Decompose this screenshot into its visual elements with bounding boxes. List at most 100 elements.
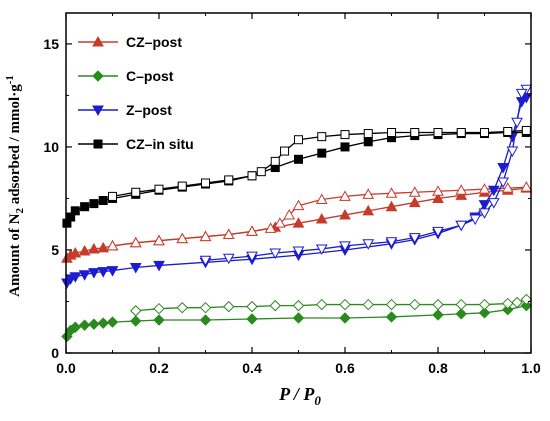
data-point-desorption (506, 146, 519, 158)
data-point-desorption (511, 117, 523, 129)
data-point-desorption (315, 193, 328, 204)
data-point-desorption (292, 299, 305, 312)
data-point-desorption (515, 88, 528, 100)
data-point-desorption (433, 128, 443, 138)
data-point-desorption (520, 181, 533, 192)
legend-label: CZ–post (126, 34, 182, 50)
data-point-adsorption (106, 316, 119, 328)
data-point-desorption (432, 226, 444, 238)
data-point-desorption (222, 228, 235, 240)
data-point-adsorption (106, 266, 119, 277)
data-point-desorption (246, 225, 258, 236)
data-point-adsorption (315, 213, 328, 224)
data-point-desorption (246, 251, 258, 263)
data-point-adsorption (497, 163, 509, 174)
data-point-adsorption (432, 309, 444, 321)
data-point-desorption (455, 298, 467, 311)
data-point-adsorption (89, 199, 99, 209)
data-point-adsorption (80, 202, 90, 212)
data-point-desorption (247, 171, 257, 181)
legend-marker (92, 70, 104, 82)
data-point-desorption (520, 293, 533, 306)
data-point-desorption (294, 135, 303, 145)
data-point-adsorption (97, 317, 109, 329)
data-point-adsorption (294, 154, 303, 164)
data-point-desorption (480, 128, 489, 138)
series-line-desorption (205, 88, 527, 261)
y-tick-label: 0 (51, 345, 59, 361)
data-point-adsorption (520, 299, 533, 312)
data-point-desorption (199, 255, 212, 267)
data-point-desorption (362, 188, 375, 199)
series-0 (61, 181, 533, 263)
data-point-adsorption (88, 318, 100, 330)
data-point-adsorption (78, 270, 91, 281)
data-point-desorption (256, 167, 266, 177)
data-point-desorption (503, 126, 513, 136)
data-point-desorption (455, 220, 468, 232)
data-point-desorption (270, 156, 280, 166)
data-point-adsorption (246, 313, 258, 325)
data-point-adsorption (97, 267, 110, 278)
data-point-desorption (269, 248, 282, 260)
legend: CZ–post C–post Z–post CZ–in situ (78, 34, 194, 152)
x-tick-label: 0.2 (149, 360, 169, 376)
legend-marker (93, 139, 103, 149)
data-point-desorption (246, 300, 258, 313)
data-point-desorption (385, 237, 398, 248)
data-point-desorption (129, 236, 142, 248)
data-point-adsorption (129, 262, 142, 274)
data-point-adsorption (363, 137, 373, 147)
legend-label: Z–post (126, 102, 172, 118)
data-point-desorption (106, 239, 119, 251)
y-axis-title-suffix: adsorbed / mmol·g (7, 84, 23, 208)
data-point-desorption (317, 132, 327, 142)
data-point-adsorption (317, 148, 327, 158)
data-point-desorption (387, 128, 396, 138)
data-point-desorption (409, 298, 421, 311)
data-point-adsorption (97, 241, 110, 253)
y-tick-label: 5 (51, 242, 59, 258)
x-tick-label: 0.8 (428, 360, 448, 376)
data-point-desorption (408, 233, 421, 244)
data-point-desorption (131, 187, 141, 197)
data-point-desorption (153, 302, 165, 315)
data-point-adsorption (78, 244, 91, 256)
data-point-desorption (222, 253, 235, 265)
data-point-adsorption (432, 192, 444, 203)
data-point-desorption (501, 182, 514, 193)
data-point-adsorption (69, 321, 82, 333)
data-point-adsorption (153, 260, 165, 272)
x-tick-label: 0.4 (242, 360, 262, 376)
data-point-desorption (176, 232, 189, 244)
data-point-desorption (432, 298, 444, 311)
data-point-adsorption (88, 242, 100, 254)
data-point-desorption (497, 177, 509, 188)
data-point-desorption (362, 239, 375, 250)
series-3 (62, 125, 531, 228)
data-point-adsorption (340, 142, 350, 152)
y-axis-title-prefix: Amount of N (7, 213, 23, 297)
data-point-desorption (408, 186, 421, 197)
data-point-desorption (292, 246, 305, 258)
data-point-adsorption (98, 196, 108, 206)
data-point-desorption (201, 178, 210, 188)
data-point-adsorption (339, 312, 351, 324)
data-point-desorption (478, 298, 491, 311)
data-point-desorption (283, 208, 296, 220)
data-point-adsorption (502, 304, 514, 316)
data-point-adsorption (408, 196, 421, 208)
data-point-adsorption (130, 315, 142, 327)
legend-item: CZ–post (78, 34, 182, 50)
data-point-adsorption (153, 314, 165, 326)
y-tick-label: 10 (43, 139, 59, 155)
x-axis-title-main: P / P (278, 384, 315, 404)
data-point-adsorption (88, 268, 100, 279)
data-point-desorption (385, 187, 398, 198)
data-point-desorption (478, 208, 491, 219)
data-point-desorption (177, 181, 187, 191)
data-point-desorption (130, 305, 142, 317)
data-point-desorption (264, 222, 277, 233)
data-point-adsorption (455, 308, 467, 320)
